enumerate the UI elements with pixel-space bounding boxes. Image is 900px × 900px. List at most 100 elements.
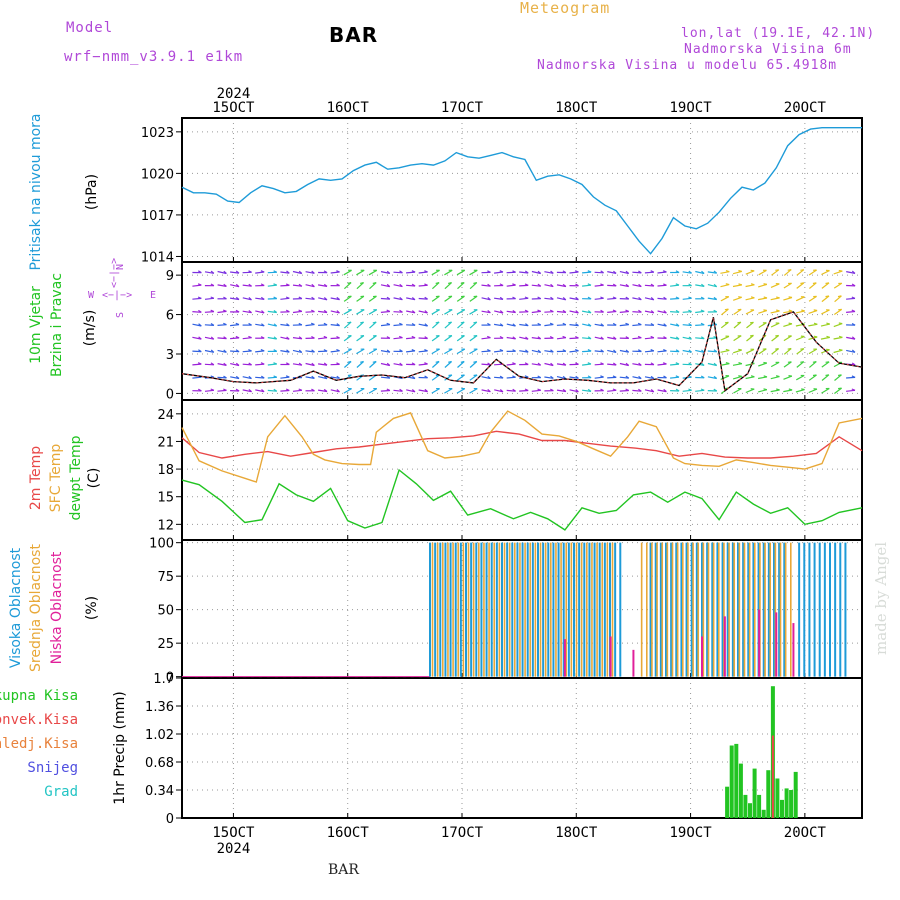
wind-arrow (833, 270, 843, 275)
y-tick-label: 0 (166, 387, 174, 402)
precip-bar (771, 735, 774, 818)
wind-arrow (217, 337, 227, 340)
meteogram-title: Meteogram (520, 0, 611, 17)
wind-arrow-head (787, 269, 792, 271)
wind-arrow (733, 388, 742, 394)
wind-arrow (682, 297, 692, 300)
wind-arrow-head (787, 347, 792, 350)
wind-arrow-head (749, 334, 754, 337)
wind-arrow-head (838, 335, 843, 338)
y-tick-label: 1.02 (145, 728, 174, 743)
wind-arrow (242, 363, 252, 366)
wind-arrow-head (424, 349, 428, 352)
wind-arrow (469, 321, 478, 329)
wind-arrow-head (424, 362, 428, 365)
wind-arrow (745, 376, 755, 380)
wind-arrow-head (612, 322, 617, 326)
wind-arrow-head (663, 375, 667, 379)
wind-arrow-head (775, 334, 779, 337)
wind-arrow-head (386, 283, 391, 288)
cloud-axis-label-3: Niska Oblacnost (49, 551, 65, 664)
wind-arrow-head (675, 375, 680, 378)
wind-arrow-head (587, 296, 592, 300)
wind-arrow-head (700, 336, 705, 340)
wind-arrow-head (210, 362, 215, 366)
wind-arrow-head (223, 375, 227, 379)
wind-arrow-head (399, 322, 403, 326)
wind-arrow-head (286, 336, 290, 340)
wind-arrow-head (625, 349, 630, 353)
wind-arrow (444, 388, 453, 394)
wind-arrow-head (851, 349, 856, 353)
wind-arrow (758, 322, 767, 329)
wind-arrow (192, 350, 202, 353)
precip-legend-item: Ukupna Kisa (0, 688, 78, 704)
wind-arrow-head (486, 335, 491, 339)
y-tick-label: 0.68 (145, 756, 174, 771)
wind-arrow-head (399, 388, 403, 392)
wind-arrow-head (435, 321, 440, 324)
wind-arrow (519, 284, 529, 287)
wind-arrow-head (298, 283, 303, 287)
wind-arrow (431, 309, 440, 315)
wind-arrow (569, 310, 579, 314)
wind-arrow-head (813, 322, 818, 325)
wind-arrow (670, 376, 680, 379)
wind-arrow (795, 335, 805, 341)
wind-arrow (632, 324, 642, 327)
y-tick-label: 1020 (141, 167, 174, 182)
wind-arrow-head (424, 283, 428, 286)
wind-arrow (796, 348, 805, 355)
wind-arrow (632, 311, 642, 313)
wind-arrow-head (700, 322, 705, 326)
wind-arrow-head (424, 310, 428, 314)
wind-arrow (657, 310, 667, 314)
wind-arrow-head (724, 308, 729, 311)
precip-legend-item: Grad (44, 784, 78, 800)
wind-arrow-head (776, 309, 780, 312)
wind-arrow (330, 297, 340, 301)
wind-arrow-head (311, 349, 315, 353)
wind-arrow-head (487, 283, 491, 287)
wind-arrow (368, 269, 378, 276)
wind-arrow (494, 389, 504, 393)
wind-arrow (192, 376, 202, 379)
wind-arrow (733, 321, 742, 329)
wind-arrow-head (372, 321, 377, 324)
wind-arrow-head (837, 295, 842, 298)
wind-arrow-head (600, 296, 604, 299)
precip-legend-item: Zaledj.Kisa (0, 736, 78, 752)
wind-arrow-head (235, 375, 240, 379)
wind-arrow (770, 283, 780, 288)
wind-arrow (431, 374, 440, 381)
wind-arrow (846, 389, 856, 392)
wind-arrow (242, 350, 252, 353)
precip-bar (725, 786, 730, 818)
wind-arrow (330, 389, 340, 393)
wind-arrow (469, 374, 478, 381)
wind-arrow-head (336, 389, 340, 393)
model-name: wrf−nmm_v3.9.1 e1km (64, 49, 244, 65)
wind-arrow (230, 271, 240, 274)
wind-arrow-head (336, 375, 340, 379)
wind-arrow-head (524, 362, 529, 366)
wind-arrow-head (713, 309, 718, 313)
wind-arrow-head (851, 322, 856, 326)
wind-arrow-head (638, 296, 642, 301)
wind-arrow-head (323, 297, 328, 301)
compass-south: S (115, 312, 126, 318)
wind-arrow (682, 324, 692, 327)
wind-arrow-head (650, 362, 655, 366)
wind-arrow (519, 389, 529, 392)
wind-arrow-head (587, 388, 592, 392)
wind-arrow (418, 297, 428, 300)
wind-arrow (305, 297, 315, 300)
wind-arrow-head (260, 348, 265, 352)
wind-arrow (644, 310, 654, 314)
wind-arrow-head (336, 348, 340, 352)
wind-arrow-head (524, 375, 529, 378)
wind-arrow-head (575, 375, 579, 379)
wind-arrow-head (688, 283, 692, 287)
wind-arrow-head (210, 283, 215, 287)
wind-arrow (318, 376, 328, 380)
